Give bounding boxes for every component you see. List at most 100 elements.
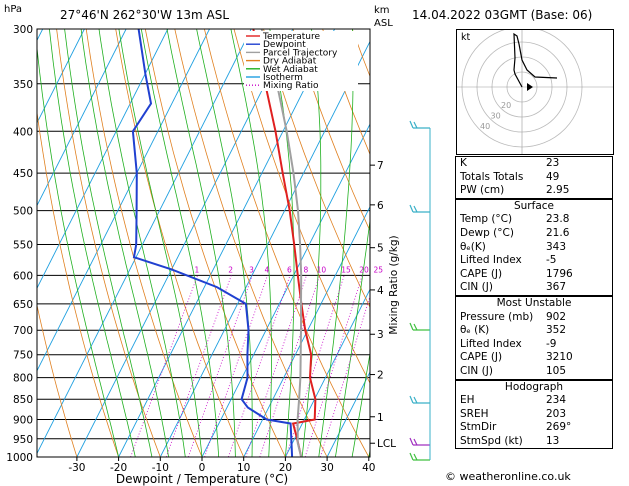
temp-tick-label: 10 <box>237 462 250 474</box>
pressure-tick-label: 750 <box>13 350 33 362</box>
index-row: PW (cm) 2.95 <box>456 184 612 198</box>
wind-barb <box>409 204 430 213</box>
pressure-tick-label: 550 <box>13 239 33 251</box>
hodograph-stat-label: EH <box>460 394 475 407</box>
location-title: 27°46'N 262°30'W 13m ASL <box>60 8 230 22</box>
dry-adiabat <box>204 29 370 457</box>
hodograph-ring-label: 40 <box>480 122 490 131</box>
isotherm <box>326 370 370 457</box>
most-unstable-row: CAPE (J) 3210 <box>456 351 612 365</box>
dry-adiabat <box>322 29 370 156</box>
wind-barb <box>409 120 430 129</box>
temp-tick-label: -20 <box>110 462 127 474</box>
wet-adiabat <box>49 29 136 457</box>
hodograph-stat-row: EH 234 <box>456 394 612 408</box>
pressure-unit-label: hPa <box>4 4 23 15</box>
legend-entry: Wet Adiabat <box>263 65 318 75</box>
index-row: Totals Totals 49 <box>456 171 612 185</box>
hodograph-stat-label: StmSpd (kt) <box>460 434 523 447</box>
hodograph-table-title: Hodograph <box>504 380 564 393</box>
surface-value: -5 <box>546 254 557 267</box>
pressure-tick-label: 800 <box>13 373 33 385</box>
wet-adiabat <box>98 29 186 457</box>
km-tick-label: 6 <box>377 200 384 212</box>
datetime-title: 14.04.2022 03GMT (Base: 06) <box>412 8 593 22</box>
surface-title: Surface <box>513 199 554 212</box>
wet-adiabat <box>64 29 153 457</box>
wet-adiabat <box>118 29 203 457</box>
temp-tick-label: 40 <box>362 462 375 474</box>
most-unstable-label: CAPE (J) <box>460 351 503 364</box>
mixing-ratio-label: 1 <box>195 265 200 274</box>
surface-value: 1796 <box>546 267 573 280</box>
indices-box: K 23 Totals Totals 49 PW (cm) 2.95 <box>455 156 613 199</box>
hodograph-stat-value: 234 <box>546 394 567 407</box>
most-unstable-box: Most Unstable Pressure (mb) 902 θₑ (K) 352 L… <box>455 295 613 380</box>
surface-row: Lifted Index -5 <box>456 254 612 268</box>
most-unstable-row: Pressure (mb) 902 <box>456 311 612 325</box>
indices-panel: K 23 Totals Totals 49 PW (cm) 2.95 Surface Te… <box>455 156 613 450</box>
hodograph-stat-value: 13 <box>546 434 560 447</box>
surface-row: Dewp (°C) 21.6 <box>456 227 612 241</box>
most-unstable-label: Pressure (mb) <box>460 310 534 323</box>
dry-adiabat <box>37 109 119 457</box>
km-tick-label: 7 <box>377 160 384 172</box>
km-tick-label: 3 <box>377 329 384 341</box>
km-unit-label: km ASL <box>374 4 393 30</box>
most-unstable-row: Lifted Index -9 <box>456 338 612 352</box>
surface-label: Dewp (°C) <box>460 226 514 239</box>
legend-bg <box>244 31 358 91</box>
hodograph-stat-label: SREH <box>460 407 489 420</box>
hodograph: kt 20 30 40 <box>456 26 614 155</box>
hodograph-unit: kt <box>461 32 471 43</box>
pressure-tick-label: 400 <box>13 126 33 138</box>
mixing-ratio-axis-label: Mixing Ratio (g/kg) <box>388 235 400 334</box>
profile-dewpoint <box>131 29 294 457</box>
pressure-tick-label: 1000 <box>6 452 33 464</box>
isotherm <box>284 288 370 457</box>
mixing-ratio-label: 20 <box>359 265 369 274</box>
axes: 1 2 3 4 6 8 10 15 20 2530035040045050055060065070… <box>6 24 400 486</box>
x-axis-label: Dewpoint / Temperature (°C) <box>116 472 288 486</box>
km-tick-label: LCL <box>377 438 396 450</box>
hodograph-box: Hodograph EH 234 SREH 203 StmDir 269° StmSpd (… <box>455 379 613 450</box>
index-value: 2.95 <box>546 184 570 197</box>
isotherm <box>0 29 1 457</box>
legend-entry: Mixing Ratio <box>263 81 319 91</box>
surface-label: θₑ(K) <box>460 240 486 253</box>
footer-credit: © weatheronline.co.uk <box>445 470 571 483</box>
km-tick-label: 2 <box>377 370 384 382</box>
dry-adiabat <box>56 29 161 457</box>
mixing-ratio-line <box>245 275 307 457</box>
isotherm <box>37 29 210 372</box>
dry-adiabat <box>263 29 370 309</box>
dry-adiabat <box>85 29 203 457</box>
hodograph-trace <box>513 32 558 88</box>
wet-adiabat <box>351 351 370 457</box>
plot-frame <box>36 28 371 458</box>
surface-value: 23.8 <box>546 213 570 226</box>
surface-value: 21.6 <box>546 226 570 239</box>
surface-value: 367 <box>546 281 567 294</box>
mixing-ratio-line <box>130 275 198 457</box>
wet-adiabat <box>318 29 354 457</box>
wet-adiabat <box>335 217 370 457</box>
km-tick-label: 5 <box>377 243 384 255</box>
hodograph-ring-label: 20 <box>501 101 511 110</box>
mixing-ratio-line <box>187 275 253 457</box>
km-tick-label: 1 <box>377 412 384 424</box>
pressure-tick-label: 850 <box>13 394 33 406</box>
wet-adiabat <box>140 29 220 457</box>
isotherm <box>76 29 294 457</box>
mixing-ratio-line <box>259 275 320 457</box>
km-tick-label: 4 <box>377 285 384 297</box>
index-row: K 23 <box>456 157 612 171</box>
legend-entry: Temperature <box>262 32 320 42</box>
surface-row: CAPE (J) 1796 <box>456 268 612 282</box>
pressure-tick-label: 950 <box>13 434 33 446</box>
surface-label: Temp (°C) <box>460 213 513 226</box>
most-unstable-row: θₑ (K) 352 <box>456 324 612 338</box>
pressure-tick-label: 350 <box>13 79 33 91</box>
